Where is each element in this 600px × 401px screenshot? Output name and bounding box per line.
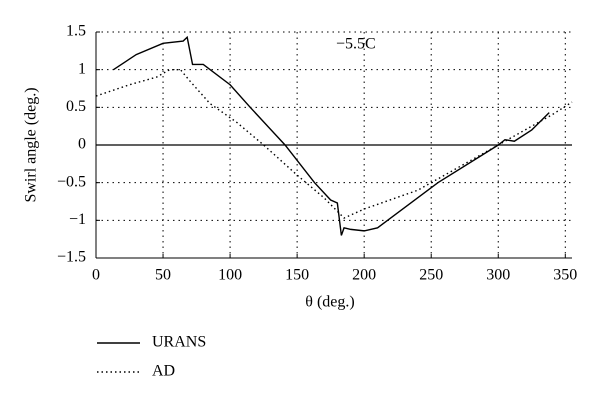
y-tick-label: 1	[78, 60, 86, 77]
y-tick-label: 0	[78, 136, 86, 153]
y-tick-label: −0.5	[57, 173, 86, 190]
y-tick-label: 1.5	[66, 23, 86, 40]
y-tick-label: −1.5	[57, 249, 86, 266]
x-tick-label: 0	[92, 267, 100, 284]
y-axis-label: Swirl angle (deg.)	[23, 87, 40, 202]
x-tick-label: 150	[285, 267, 309, 284]
x-axis-label: θ (deg.)	[305, 294, 354, 311]
y-tick-label: 0.5	[66, 98, 86, 115]
series-line	[95, 68, 573, 219]
x-tick-label: 50	[155, 267, 171, 284]
series-line	[113, 35, 550, 236]
legend-label: URANS	[152, 334, 206, 351]
x-tick-label: 350	[553, 267, 577, 284]
x-tick-label: 100	[218, 267, 242, 284]
y-tick-label: −1	[69, 211, 86, 228]
x-tick-label: 300	[486, 267, 510, 284]
x-tick-label: 250	[419, 267, 443, 284]
x-tick-label: 200	[352, 267, 376, 284]
annotation: −5.5C	[336, 36, 376, 53]
legend-label: AD	[152, 363, 175, 380]
